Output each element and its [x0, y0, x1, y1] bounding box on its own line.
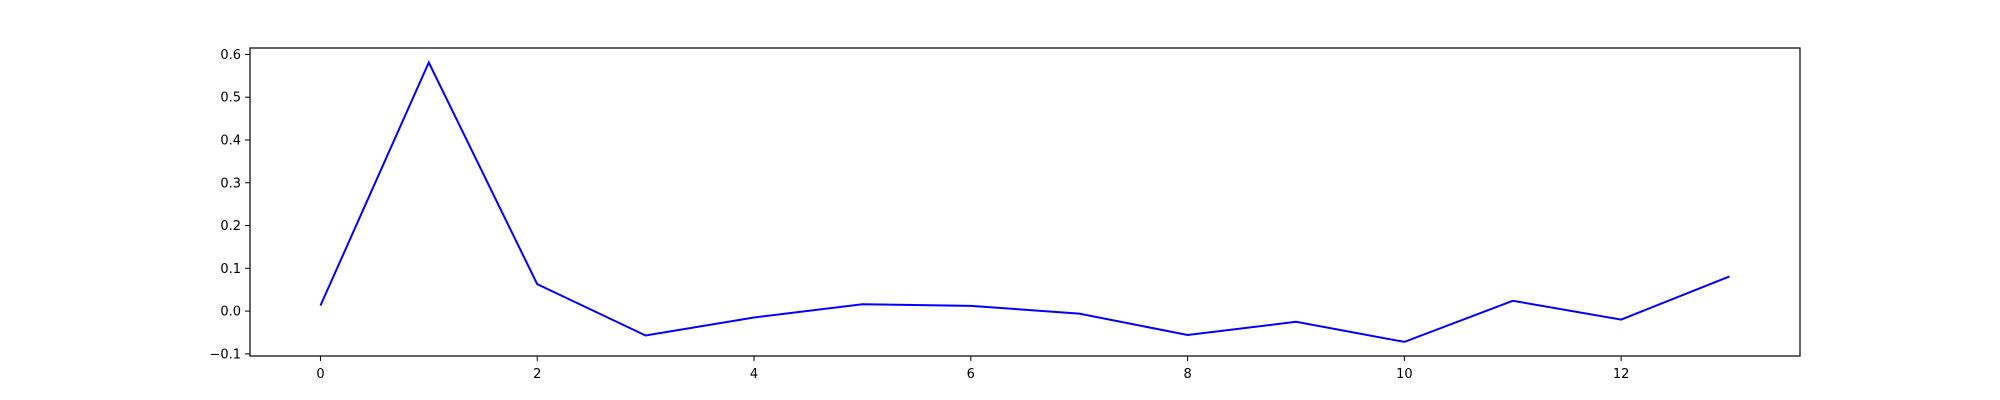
- x-tick-label: 12: [1613, 367, 1630, 382]
- y-tick-label: −0.1: [209, 347, 241, 362]
- y-tick-label: 0.2: [220, 219, 241, 234]
- x-tick-label: 2: [533, 367, 541, 382]
- x-tick-label: 8: [1183, 367, 1191, 382]
- x-tick-label: 6: [967, 367, 975, 382]
- x-axis: 0 2 4 6 8 10 12: [316, 356, 1629, 382]
- y-tick-label: 0.3: [220, 176, 241, 191]
- series-line: [319, 60, 1730, 343]
- y-tick-label: 0.1: [220, 262, 241, 277]
- x-tick-label: 4: [750, 367, 758, 382]
- plot-frame: [249, 47, 1801, 357]
- y-axis: −0.1 0.0 0.1 0.2 0.3 0.4 0.5 0.6: [209, 48, 250, 362]
- x-tick-label: 10: [1396, 367, 1413, 382]
- y-tick-label: 0.4: [220, 133, 241, 148]
- x-tick-label: 0: [316, 367, 324, 382]
- y-tick-label: 0.0: [220, 305, 241, 320]
- y-tick-label: 0.5: [220, 91, 241, 106]
- y-tick-label: 0.6: [220, 48, 241, 63]
